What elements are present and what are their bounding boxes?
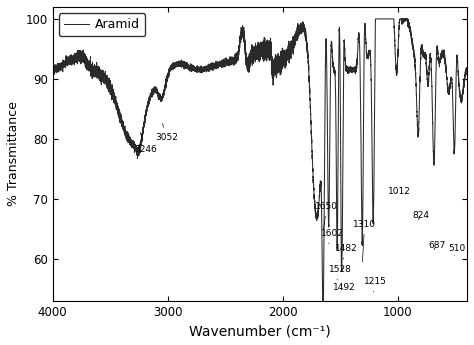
Text: 1482: 1482 bbox=[335, 244, 358, 259]
Text: 3246: 3246 bbox=[135, 132, 157, 154]
Text: 1012: 1012 bbox=[388, 187, 411, 196]
Aramid bbox=[313, 213, 319, 217]
Text: 824: 824 bbox=[413, 211, 430, 220]
Aramid bbox=[357, 55, 363, 59]
Aramid bbox=[200, 66, 206, 70]
Text: 1602: 1602 bbox=[321, 229, 344, 244]
Line: Aramid: Aramid bbox=[53, 19, 467, 300]
Text: 1215: 1215 bbox=[364, 277, 387, 292]
Aramid bbox=[373, 17, 378, 21]
Text: 1310: 1310 bbox=[353, 220, 376, 262]
Aramid bbox=[295, 37, 301, 41]
Text: 1492: 1492 bbox=[333, 283, 356, 292]
Aramid bbox=[71, 58, 76, 62]
Y-axis label: % Transmittance: % Transmittance bbox=[7, 101, 20, 206]
Text: 510: 510 bbox=[448, 244, 465, 256]
Aramid bbox=[464, 67, 470, 71]
Text: 1650: 1650 bbox=[315, 202, 338, 229]
Text: 3052: 3052 bbox=[155, 124, 178, 142]
Text: 687: 687 bbox=[428, 241, 446, 250]
Aramid bbox=[320, 298, 326, 303]
Text: 1528: 1528 bbox=[329, 265, 352, 280]
Legend: Aramid: Aramid bbox=[59, 13, 145, 36]
Aramid bbox=[379, 17, 385, 21]
Aramid bbox=[50, 69, 55, 73]
X-axis label: Wavenumber (cm⁻¹): Wavenumber (cm⁻¹) bbox=[189, 324, 331, 338]
